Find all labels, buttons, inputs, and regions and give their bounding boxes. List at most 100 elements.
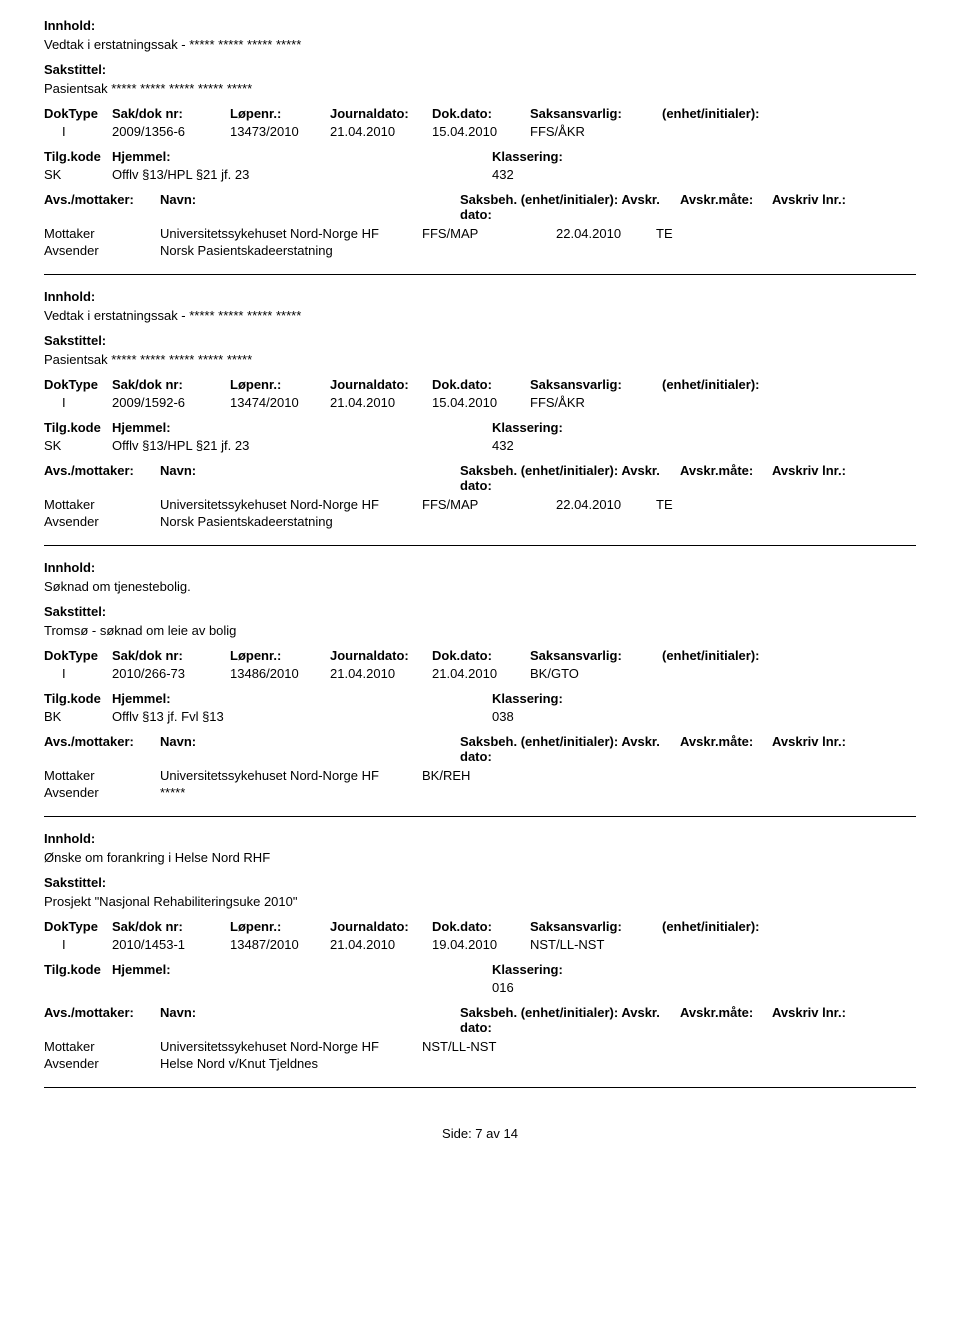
party-row: AvsenderHelse Nord v/Knut Tjeldnes: [44, 1056, 916, 1071]
party-role: Mottaker: [44, 226, 160, 241]
label-doktype: DokType: [44, 106, 112, 121]
value-hjemmel: Offlv §13/HPL §21 jf. 23: [112, 438, 492, 453]
journal-record: Innhold:Ønske om forankring i Helse Nord…: [44, 831, 916, 1088]
party-row: MottakerUniversitetssykehuset Nord-Norge…: [44, 226, 916, 241]
party-method: TE: [656, 497, 673, 512]
label-sakstittel: Sakstittel:: [44, 333, 916, 348]
value-ansvarlig: FFS/ÅKR: [530, 124, 662, 139]
label-tilgkode: Tilg.kode: [44, 962, 112, 977]
hjemmel-labels-row: Tilg.kodeHjemmel:Klassering:: [44, 149, 916, 164]
label-jdato: Journaldato:: [330, 106, 432, 121]
party-role: Mottaker: [44, 497, 160, 512]
label-avskrmaate: Avskr.måte:: [680, 734, 772, 764]
label-saknr: Sak/dok nr:: [112, 106, 230, 121]
label-navn: Navn:: [160, 734, 460, 764]
journal-record: Innhold:Vedtak i erstatningssak - ***** …: [44, 18, 916, 275]
label-ddato: Dok.dato:: [432, 919, 530, 934]
value-saknr: 2010/266-73: [112, 666, 230, 681]
party-name: Norsk Pasientskadeerstatning: [160, 243, 422, 258]
party-date: [556, 514, 656, 529]
party-date: 22.04.2010: [556, 497, 656, 512]
party-unit: [422, 514, 556, 529]
label-ansvarlig: Saksansvarlig:: [530, 377, 662, 392]
party-role: Avsender: [44, 514, 160, 529]
label-avsmottaker: Avs./mottaker:: [44, 463, 160, 493]
value-lopenr: 13486/2010: [230, 666, 330, 681]
party-role: Avsender: [44, 1056, 160, 1071]
label-sakstittel: Sakstittel:: [44, 875, 916, 890]
party-name: Universitetssykehuset Nord-Norge HF: [160, 1039, 422, 1054]
label-avskrivlnr: Avskriv lnr.:: [772, 463, 846, 493]
value-sakstittel: Pasientsak ***** ***** ***** ***** *****: [44, 81, 916, 96]
hjemmel-values-row: BKOfflv §13 jf. Fvl §13038: [44, 709, 916, 724]
label-saksbeh: Saksbeh. (enhet/initialer): Avskr. dato:: [460, 734, 680, 764]
party-name: Norsk Pasientskadeerstatning: [160, 514, 422, 529]
meta-labels-row: DokTypeSak/dok nr:Løpenr.:Journaldato:Do…: [44, 106, 916, 121]
value-doktype: I: [44, 395, 112, 410]
party-role: Mottaker: [44, 768, 160, 783]
label-innhold: Innhold:: [44, 18, 916, 33]
party-name: Universitetssykehuset Nord-Norge HF: [160, 497, 422, 512]
party-role: Avsender: [44, 243, 160, 258]
label-ansvarlig: Saksansvarlig:: [530, 648, 662, 663]
label-sakstittel: Sakstittel:: [44, 604, 916, 619]
value-ansvarlig: BK/GTO: [530, 666, 662, 681]
label-saknr: Sak/dok nr:: [112, 648, 230, 663]
label-lopenr: Løpenr.:: [230, 377, 330, 392]
label-avskrivlnr: Avskriv lnr.:: [772, 734, 846, 764]
value-saknr: 2009/1592-6: [112, 395, 230, 410]
party-row: Avsender*****: [44, 785, 916, 800]
label-hjemmel: Hjemmel:: [112, 420, 492, 435]
label-avskrmaate: Avskr.måte:: [680, 1005, 772, 1035]
label-jdato: Journaldato:: [330, 648, 432, 663]
party-row: AvsenderNorsk Pasientskadeerstatning: [44, 514, 916, 529]
hjemmel-labels-row: Tilg.kodeHjemmel:Klassering:: [44, 962, 916, 977]
value-klassering: 038: [492, 709, 514, 724]
meta-values-row: I2010/1453-113487/201021.04.201019.04.20…: [44, 937, 916, 952]
party-row: MottakerUniversitetssykehuset Nord-Norge…: [44, 1039, 916, 1054]
value-klassering: 432: [492, 438, 514, 453]
value-ddato: 19.04.2010: [432, 937, 530, 952]
party-role: Mottaker: [44, 1039, 160, 1054]
label-ansvarlig: Saksansvarlig:: [530, 106, 662, 121]
value-innhold: Søknad om tjenestebolig.: [44, 579, 916, 594]
journal-record: Innhold: Vedtak i erstatningssak - ***** …: [44, 289, 916, 546]
label-saksbeh: Saksbeh. (enhet/initialer): Avskr. dato:: [460, 1005, 680, 1035]
label-avskrmaate: Avskr.måte:: [680, 463, 772, 493]
value-saknr: 2010/1453-1: [112, 937, 230, 952]
party-unit: NST/LL-NST: [422, 1039, 556, 1054]
value-tilgkode: SK: [44, 167, 112, 182]
label-navn: Navn:: [160, 1005, 460, 1035]
value-ansvarlig: FFS/ÅKR: [530, 395, 662, 410]
label-hjemmel: Hjemmel:: [112, 691, 492, 706]
value-ddato: 21.04.2010: [432, 666, 530, 681]
value-sakstittel: Tromsø - søknad om leie av bolig: [44, 623, 916, 638]
party-unit: [422, 785, 556, 800]
label-klassering: Klassering:: [492, 420, 563, 435]
party-date: [556, 768, 656, 783]
party-date: [556, 1056, 656, 1071]
label-avsmottaker: Avs./mottaker:: [44, 734, 160, 764]
label-navn: Navn:: [160, 192, 460, 222]
party-role: Avsender: [44, 785, 160, 800]
party-unit: [422, 243, 556, 258]
label-lopenr: Løpenr.:: [230, 919, 330, 934]
hjemmel-values-row: SKOfflv §13/HPL §21 jf. 23432: [44, 167, 916, 182]
label-doktype: DokType: [44, 377, 112, 392]
value-tilgkode: SK: [44, 438, 112, 453]
value-sakstittel: Pasientsak ***** ***** ***** ***** *****: [44, 352, 916, 367]
label-innhold: Innhold:: [44, 289, 916, 304]
party-unit: FFS/MAP: [422, 226, 556, 241]
label-jdato: Journaldato:: [330, 919, 432, 934]
label-saknr: Sak/dok nr:: [112, 919, 230, 934]
value-innhold: Vedtak i erstatningssak - ***** ***** **…: [44, 308, 916, 323]
label-avskrivlnr: Avskriv lnr.:: [772, 1005, 846, 1035]
value-jdato: 21.04.2010: [330, 124, 432, 139]
meta-labels-row: DokTypeSak/dok nr:Løpenr.:Journaldato:Do…: [44, 919, 916, 934]
label-doktype: DokType: [44, 919, 112, 934]
label-klassering: Klassering:: [492, 149, 563, 164]
label-ddato: Dok.dato:: [432, 377, 530, 392]
label-ddato: Dok.dato:: [432, 106, 530, 121]
party-method: TE: [656, 226, 673, 241]
label-tilgkode: Tilg.kode: [44, 420, 112, 435]
